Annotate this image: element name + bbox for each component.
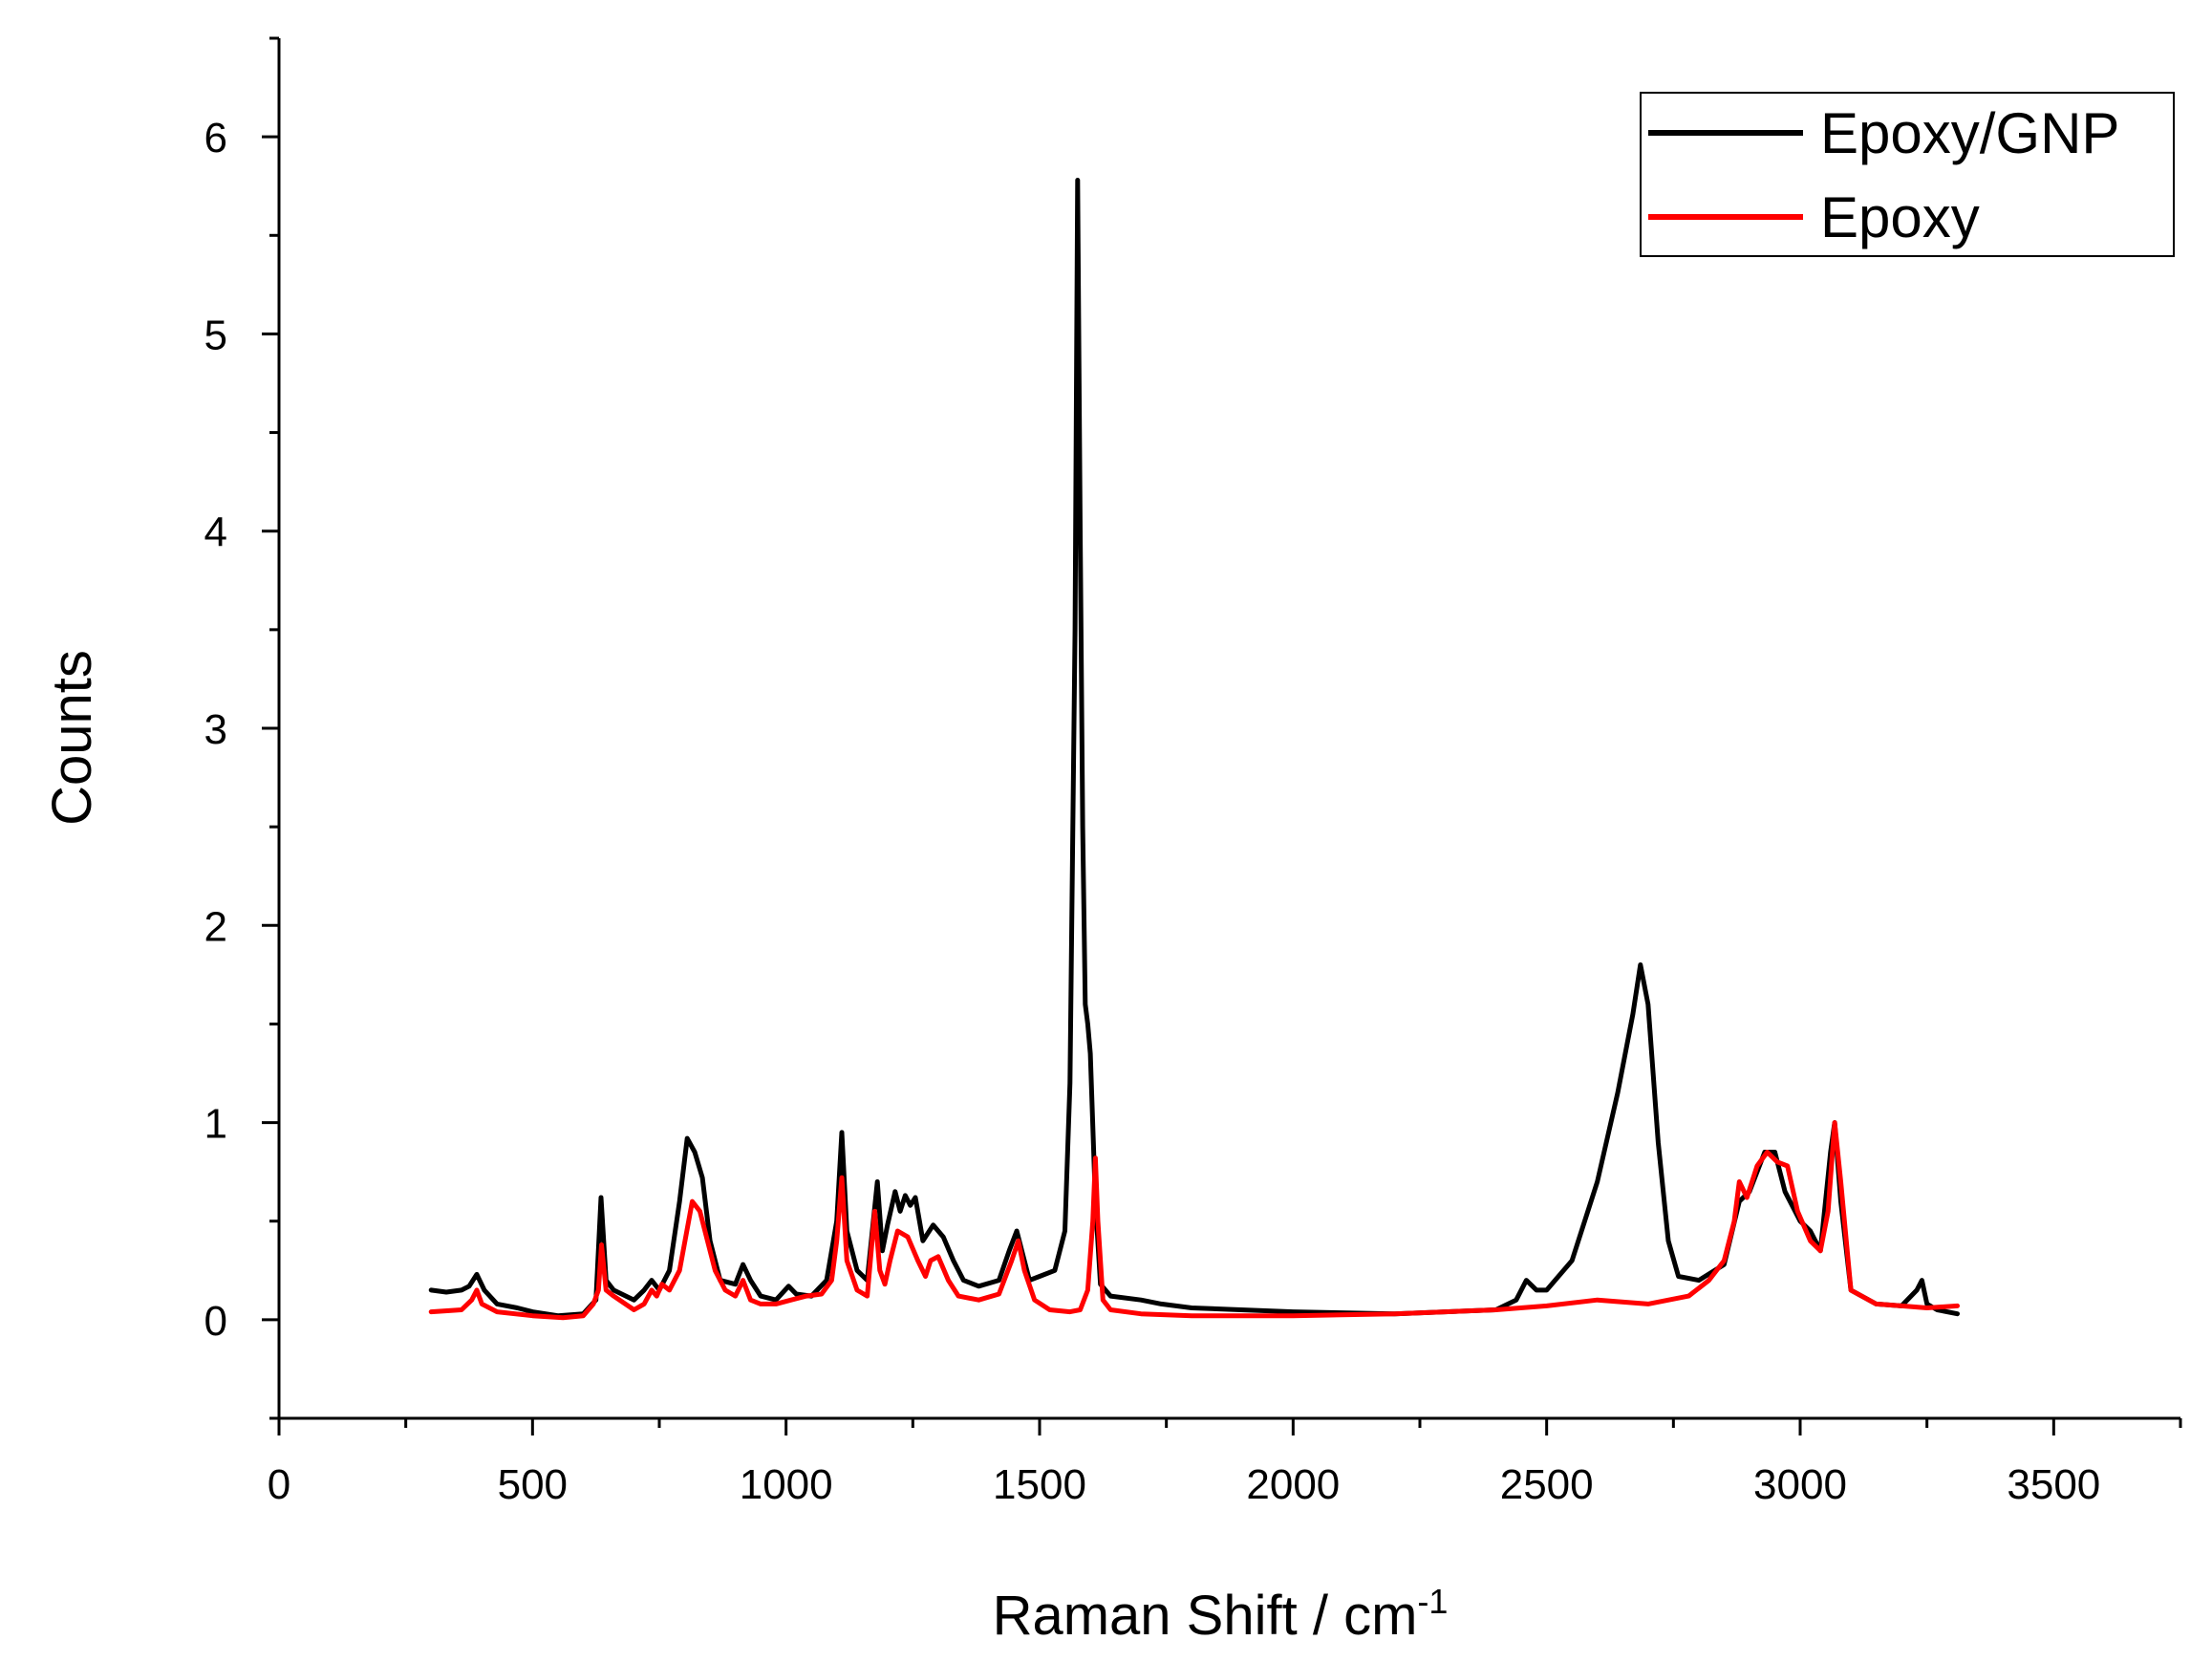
- series-line-epoxy-gnp: [428, 178, 1960, 1319]
- plot-area: [428, 178, 1960, 1321]
- legend-label: Epoxy/GNP: [1820, 101, 2119, 165]
- axes: 0 500 1000 1500 2000 2500 3000 3500 0 1 2 3 4 5 6: [204, 36, 2182, 1508]
- series-line-epoxy: [428, 1120, 1960, 1321]
- x-tick-label: 2500: [1500, 1461, 1594, 1508]
- y-tick-label: 5: [204, 312, 227, 358]
- x-tick-label: 1500: [993, 1461, 1086, 1508]
- legend-label: Epoxy: [1820, 185, 1980, 249]
- x-tick-label: 1000: [740, 1461, 833, 1508]
- y-tick-label: 6: [204, 115, 227, 162]
- x-axis-title-text: Raman Shift / cm: [993, 1585, 1418, 1647]
- legend-box: [1640, 92, 2175, 257]
- x-tick-label: 3500: [2007, 1461, 2100, 1508]
- legend: Epoxy/GNP Epoxy: [1640, 92, 2175, 257]
- y-tick-label: 4: [204, 509, 227, 556]
- x-tick-label: 500: [498, 1461, 568, 1508]
- y-tick-label: 0: [204, 1298, 227, 1345]
- x-axis-title-superscript: -1: [1417, 1582, 1448, 1621]
- y-tick-label: 1: [204, 1101, 227, 1148]
- x-axis-title: Raman Shift / cm-1: [993, 1582, 1449, 1647]
- y-tick-label: 3: [204, 706, 227, 753]
- x-tick-label: 2000: [1246, 1461, 1340, 1508]
- x-tick-label: 3000: [1753, 1461, 1847, 1508]
- x-tick-label: 0: [268, 1461, 290, 1508]
- y-tick-label: 2: [204, 903, 227, 950]
- y-axis-title: Counts: [41, 650, 103, 826]
